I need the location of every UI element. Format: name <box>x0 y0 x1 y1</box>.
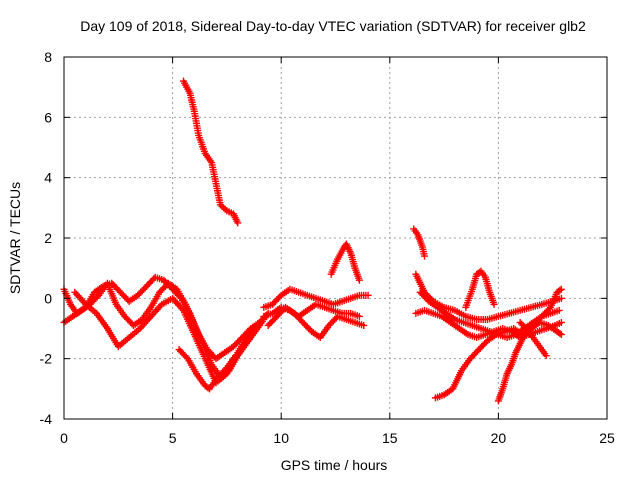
series-track-j <box>412 306 565 342</box>
data-point <box>557 294 565 302</box>
grid <box>64 57 607 419</box>
data-point-fill <box>556 330 564 338</box>
series-track-d <box>175 346 240 393</box>
data-point <box>557 285 565 293</box>
series-track-peak <box>462 267 498 311</box>
y-tick-label: -4 <box>40 411 53 427</box>
axes: 0 5 10 15 20 25 -4 -2 0 2 4 6 8 <box>40 49 615 446</box>
x-tick-label: 10 <box>273 430 289 446</box>
data-point <box>421 252 429 260</box>
x-tick-label: 0 <box>60 430 68 446</box>
y-tick-label: -2 <box>40 351 53 367</box>
series-track-m <box>516 318 550 360</box>
y-axis-label: SDTVAR / TECUs <box>7 182 23 294</box>
data-point-fill <box>556 286 564 294</box>
x-axis-label: GPS time / hours <box>281 457 388 473</box>
data-point <box>490 300 498 308</box>
data-point-fill <box>93 293 101 301</box>
data-points <box>60 77 565 405</box>
series-track-bump <box>327 240 363 284</box>
series-track-g <box>264 303 368 342</box>
data-point <box>542 352 550 360</box>
data-point-fill <box>221 205 229 213</box>
x-tick-label: 5 <box>169 430 177 446</box>
y-tick-label: 8 <box>44 49 52 65</box>
y-tick-label: 2 <box>44 230 52 246</box>
data-point-fill <box>221 365 229 373</box>
data-point <box>364 291 372 299</box>
series-track-k <box>494 285 565 405</box>
data-point-fill <box>523 326 531 334</box>
y-tick-label: 0 <box>44 290 52 306</box>
data-point <box>232 352 240 360</box>
x-tick-label: 15 <box>382 430 398 446</box>
data-point <box>355 276 363 284</box>
data-point <box>355 312 363 320</box>
data-point-fill <box>182 353 190 361</box>
data-point <box>234 219 242 227</box>
y-tick-label: 4 <box>44 170 52 186</box>
chart-title: Day 109 of 2018, Sidereal Day-to-day VTE… <box>80 18 586 34</box>
data-point <box>360 321 368 329</box>
data-point-fill <box>545 305 553 313</box>
x-tick-label: 20 <box>491 430 507 446</box>
series-track-rise <box>431 318 565 402</box>
series-track-l <box>410 225 429 260</box>
data-point <box>555 306 563 314</box>
series-track-e <box>260 285 372 311</box>
series-track-b <box>60 279 268 381</box>
x-tick-label: 25 <box>599 430 615 446</box>
series-track-high <box>179 77 242 227</box>
data-point <box>557 318 565 326</box>
data-point <box>557 331 565 339</box>
y-tick-label: 6 <box>44 109 52 125</box>
data-point <box>255 318 263 326</box>
series-track-c <box>71 288 263 387</box>
